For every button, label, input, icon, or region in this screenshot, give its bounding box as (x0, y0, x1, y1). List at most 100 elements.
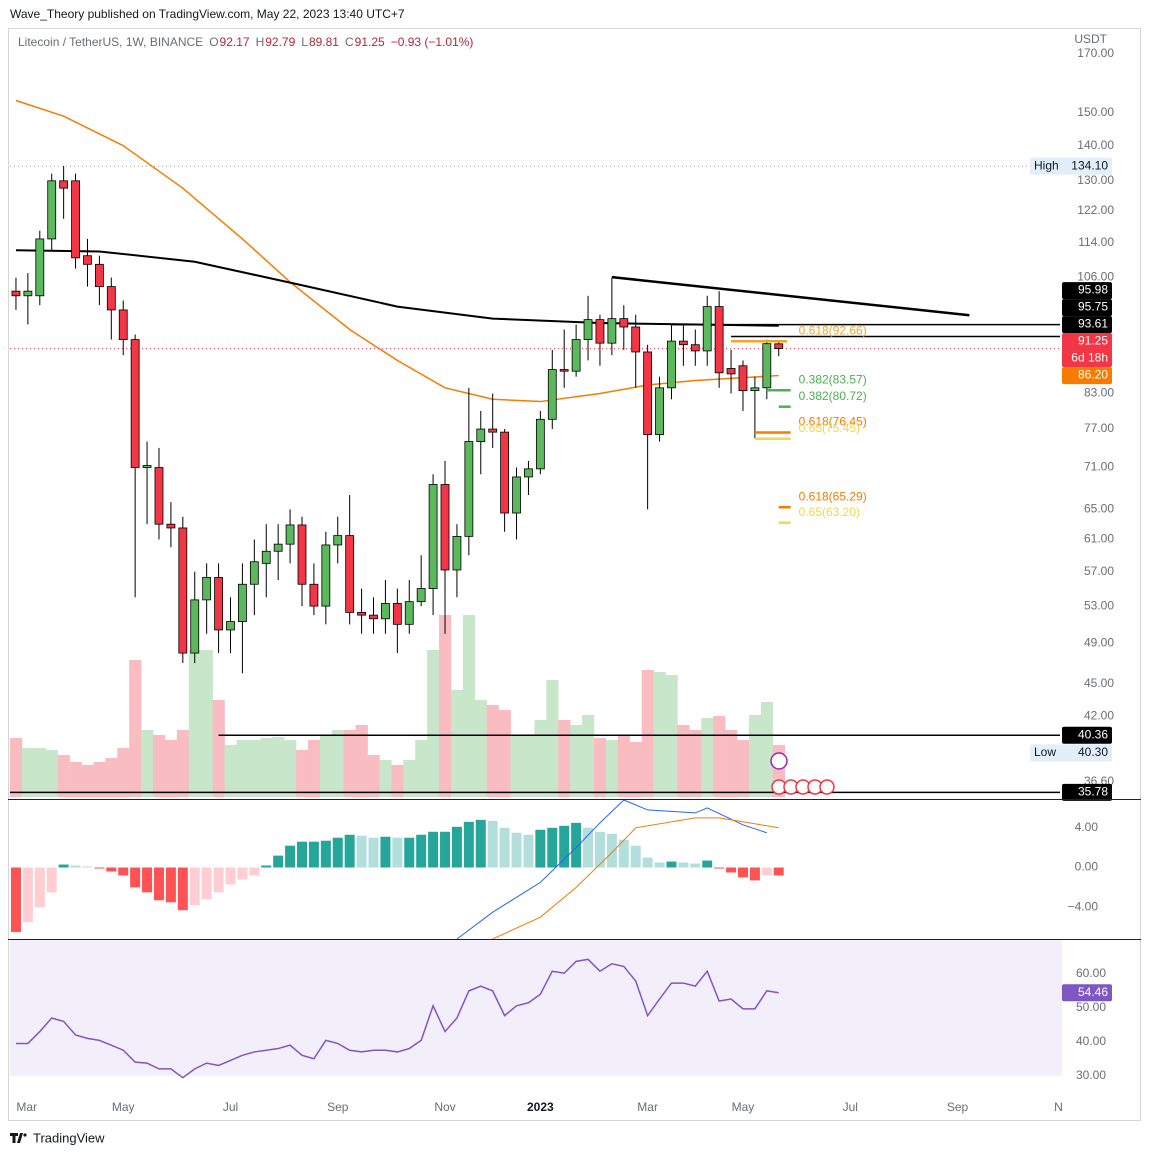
macd-histogram-bar (130, 867, 141, 888)
fib-label: 0.382(83.57) (799, 372, 867, 386)
candle-body (500, 431, 510, 514)
volume-bar (510, 735, 523, 797)
price-badge (1062, 282, 1112, 300)
candle-body (726, 368, 736, 375)
y-tick-label: 77.00 (1084, 421, 1114, 435)
y-tick-label: 71.00 (1084, 460, 1114, 474)
volume-bar (403, 760, 416, 797)
legend-text: C (345, 35, 354, 49)
legend-text: H (256, 35, 265, 49)
x-tick-label: Sep (327, 1100, 349, 1114)
candle-body (714, 306, 724, 374)
macd-histogram-bar (451, 826, 462, 868)
volume-bar (224, 745, 237, 797)
macd-histogram-bar (332, 837, 343, 868)
volume-bar (236, 740, 249, 797)
candle-body (643, 351, 653, 436)
moving-average (15, 99, 779, 403)
extreme-name: Low (1034, 745, 1056, 759)
macd-histogram-bar (463, 821, 474, 868)
candle-body (774, 343, 784, 349)
y-tick-label: 122.00 (1077, 203, 1114, 217)
price-badge-label: 86.20 (1078, 368, 1108, 382)
macd-histogram-bar (535, 829, 546, 868)
volume-bar (748, 715, 762, 797)
candle-body (381, 603, 390, 620)
macd-histogram-bar (571, 822, 582, 868)
macd-histogram-bar (475, 819, 486, 868)
macd-histogram-bar (547, 827, 558, 868)
candle-body (214, 577, 223, 631)
macd-histogram-bar (440, 831, 451, 868)
volume-bar (296, 750, 309, 797)
macd-histogram-bar (702, 860, 713, 868)
extreme-value: 40.30 (1078, 745, 1108, 759)
candle-body (71, 180, 80, 259)
macd-histogram-bar (594, 831, 605, 868)
candle-body (142, 465, 152, 468)
price-badge-label: 95.98 (1078, 283, 1108, 297)
y-tick-label: 83.00 (1084, 386, 1114, 400)
macd-histogram-bar (714, 867, 725, 869)
candle-body (321, 544, 331, 607)
candle-body (226, 621, 235, 631)
macd-histogram-bar (201, 867, 212, 900)
volume-bar (141, 730, 154, 797)
volume-bar (379, 760, 392, 797)
x-tick-label: Mar (637, 1100, 658, 1114)
candle-body (440, 484, 450, 571)
y-tick-label: 170.00 (1077, 46, 1114, 60)
price-pane: 0.618(92.66) 0.382(83.57) 0.382(80.72) 0.61… (10, 99, 1060, 797)
candle-body (607, 318, 617, 344)
y-tick-label: 40.00 (1076, 1034, 1106, 1048)
candle-body (369, 614, 378, 620)
macd-histogram-bar (320, 840, 331, 868)
macd-histogram-bar (416, 834, 427, 868)
volume-bar (534, 720, 547, 797)
candle-body (404, 601, 414, 625)
macd-histogram-bar (70, 865, 81, 868)
macd-histogram-bar (153, 867, 164, 901)
macd-histogram-bar (583, 827, 594, 868)
candle-body (285, 524, 295, 545)
candle-body (59, 180, 69, 189)
volume-bar (391, 765, 404, 797)
legend-text: O (209, 35, 218, 49)
macd-histogram-bar (189, 867, 200, 906)
candle-body (238, 583, 247, 622)
candle-body (583, 319, 593, 340)
macd-line (456, 800, 767, 939)
volume-bar (737, 740, 750, 797)
volume-bar (367, 755, 380, 797)
volume-bar (57, 755, 70, 797)
price-badge (1062, 367, 1112, 385)
brand-logo (10, 1133, 23, 1143)
macd-histogram-bar (523, 834, 534, 868)
candle-body (762, 343, 772, 389)
candle-body (249, 561, 259, 585)
volume-bar (439, 615, 452, 797)
volume-bar (260, 738, 273, 797)
volume-bar (462, 615, 476, 797)
macd-histogram-bar (618, 839, 629, 868)
extreme-name: High (1034, 158, 1059, 172)
y-tick-label: −4.00 (1068, 899, 1099, 913)
volume-bar (69, 762, 82, 797)
legend-text: Litecoin / TetherUS, 1W, BINANCE (18, 35, 203, 49)
macd-histogram-bar (34, 867, 45, 908)
volume-bar (188, 650, 201, 797)
candle-body (83, 255, 92, 265)
y-tick-label: 65.00 (1084, 502, 1114, 516)
y-tick-label: 61.00 (1084, 532, 1114, 546)
macd-histogram-bar (118, 867, 129, 876)
extreme-badge (1030, 157, 1112, 175)
volume-bar (93, 762, 106, 797)
legend-text: 89.81 (309, 35, 339, 49)
candle-body (357, 612, 366, 616)
macd-histogram-bar (46, 867, 57, 893)
volume-bar (558, 720, 571, 797)
macd-histogram-bar (285, 845, 296, 868)
candle-body (297, 524, 307, 585)
macd-histogram-bar (511, 832, 522, 868)
